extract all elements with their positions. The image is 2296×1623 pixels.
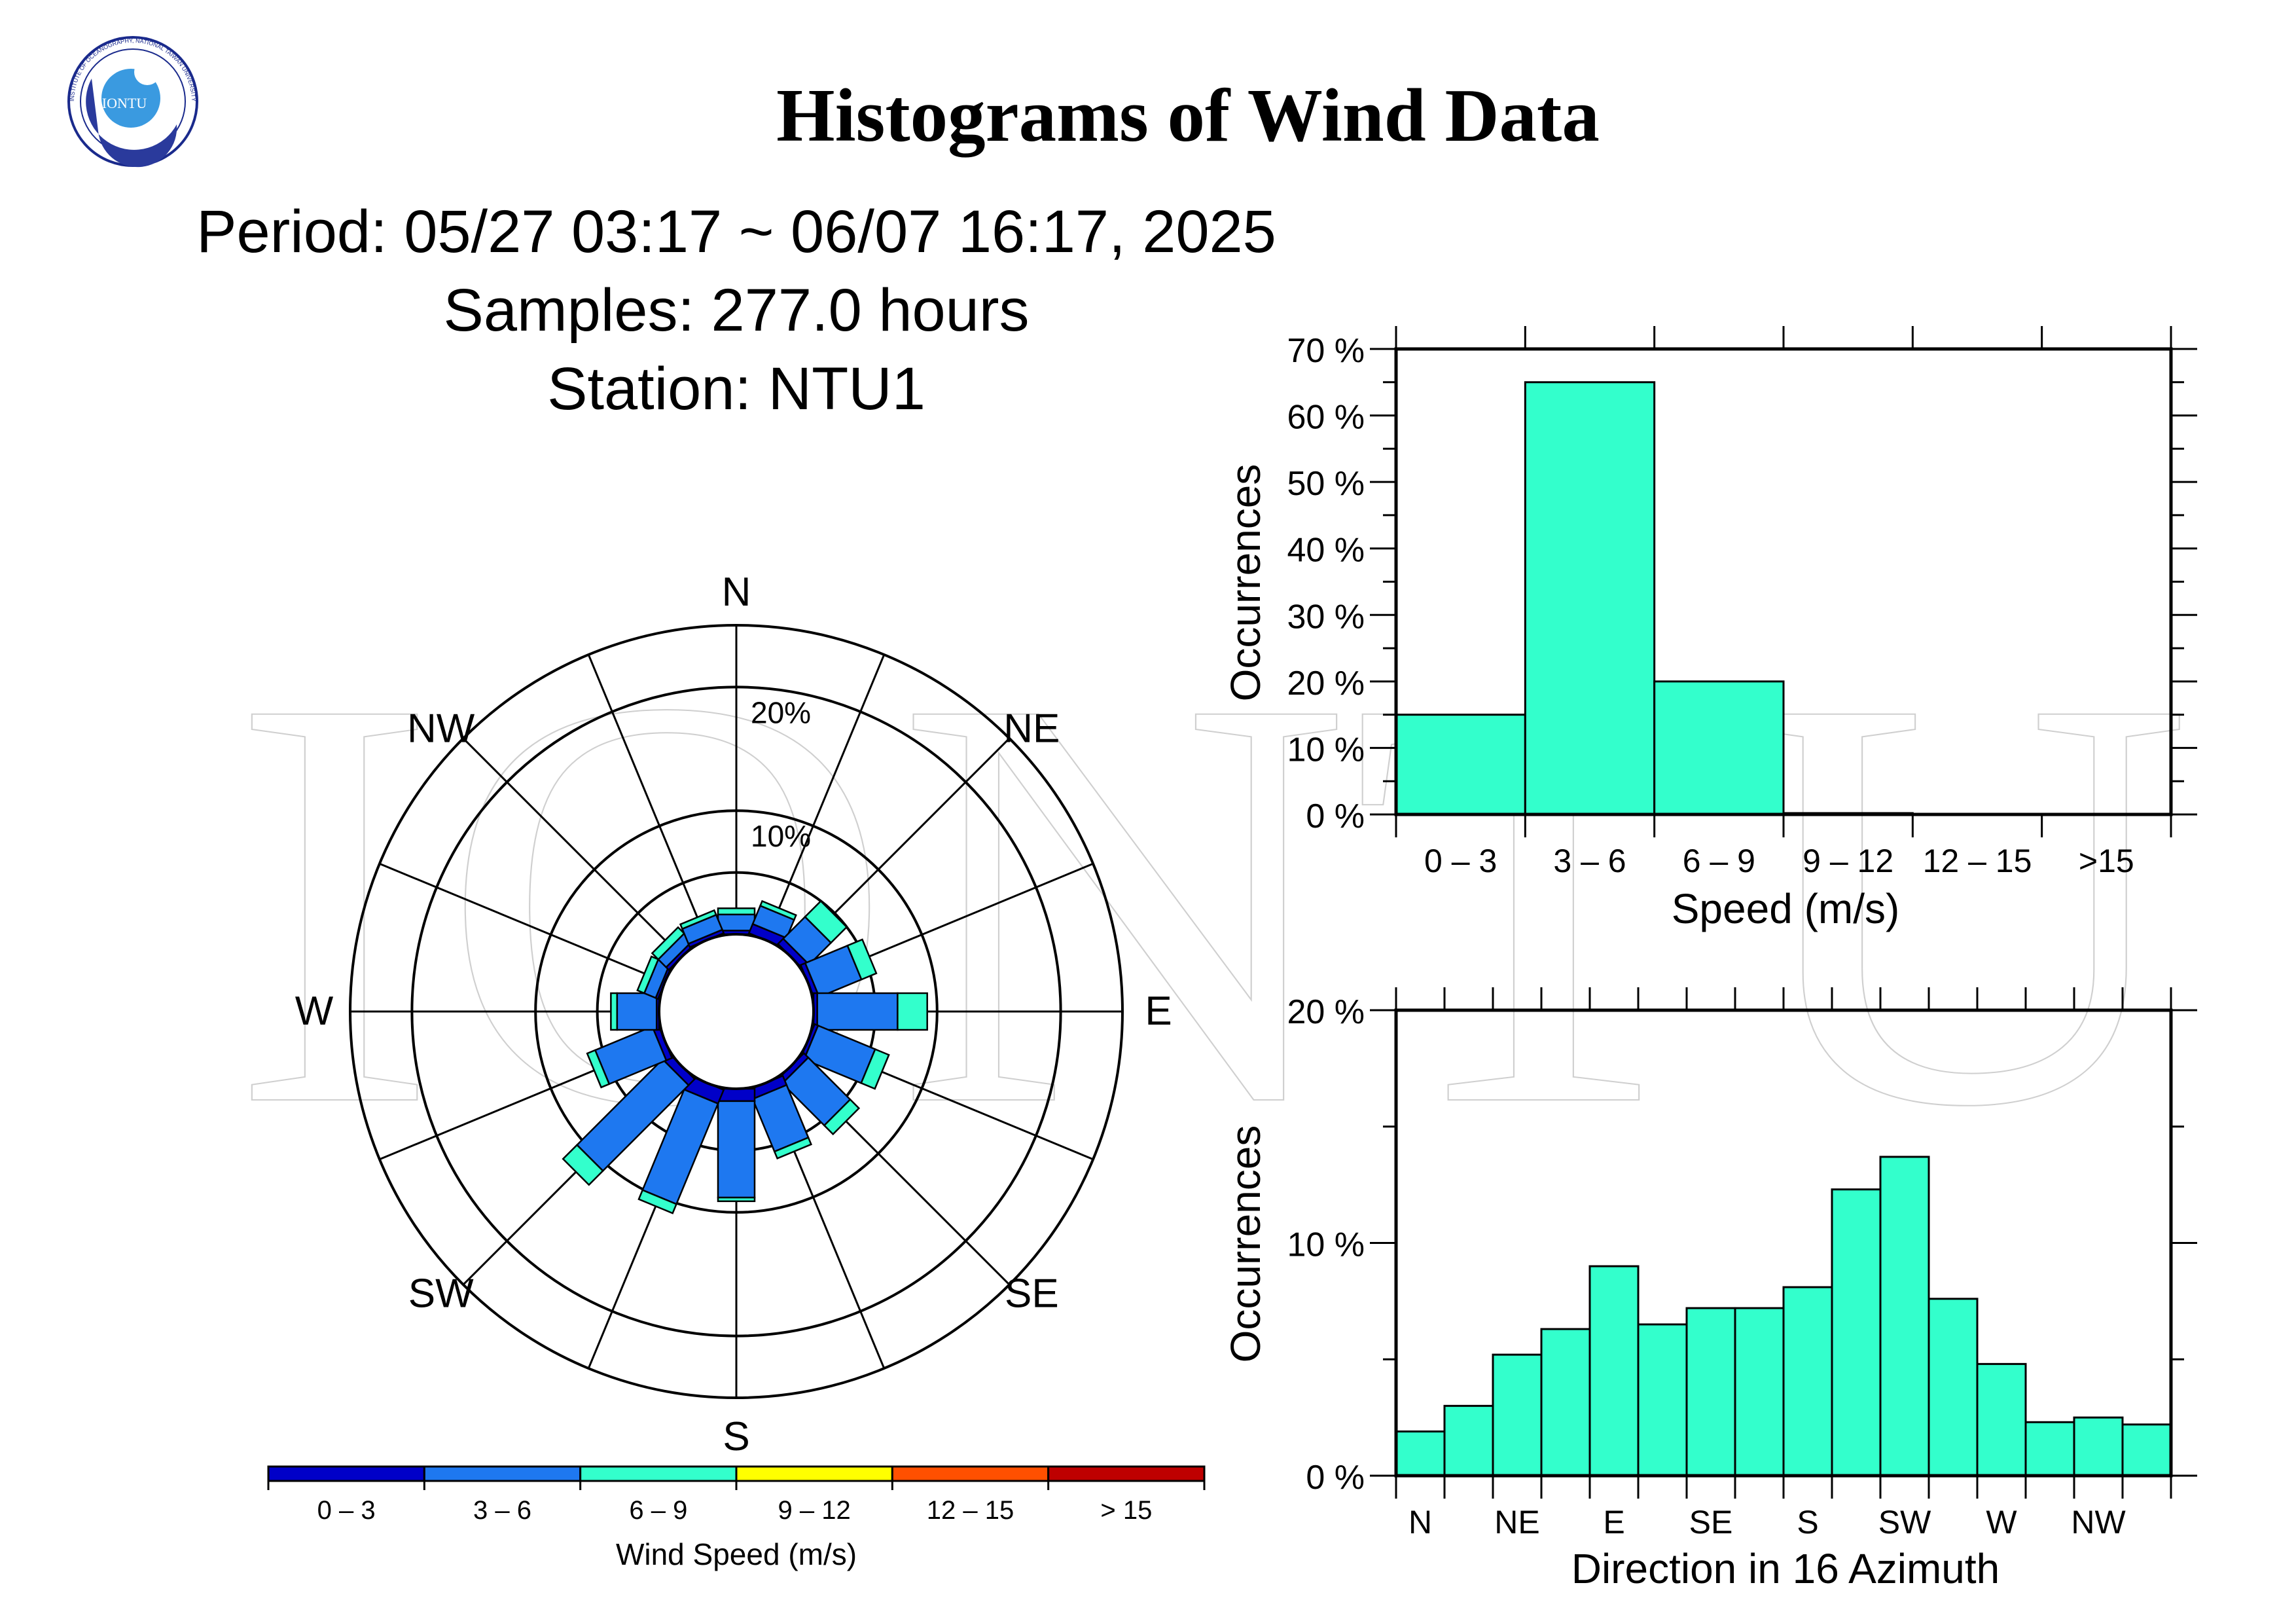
petal-segment: [611, 993, 617, 1030]
y-tick-label: 0 %: [1306, 797, 1365, 835]
page-title: Histograms of Wind Data: [776, 74, 1600, 157]
hist-bar: [1735, 1308, 1784, 1476]
x-tick-label: W: [1986, 1504, 2017, 1541]
petal-segment: [718, 1197, 755, 1201]
legend-swatch: [424, 1467, 580, 1481]
legend-label: 12 – 15: [927, 1496, 1014, 1525]
y-tick-label: 40 %: [1287, 532, 1365, 570]
legend-swatch: [581, 1467, 736, 1481]
hist-bar: [1493, 1355, 1541, 1476]
y-tick-label: 70 %: [1287, 332, 1365, 370]
petal-w: [611, 993, 659, 1030]
legend-swatch: [1049, 1467, 1204, 1481]
x-tick-label: NE: [1494, 1504, 1539, 1541]
logo-text: IONTU: [102, 95, 147, 111]
direction-x-axis-label: Direction in 16 Azimuth: [1571, 1545, 2000, 1592]
petal-segment: [718, 1101, 755, 1197]
petal-segment: [617, 993, 656, 1030]
direction-y-axis-label: Occurrences: [1222, 1125, 1269, 1363]
y-tick-label: 10 %: [1287, 731, 1365, 769]
hist-bar: [1977, 1364, 2026, 1476]
x-tick-label: 9 – 12: [1803, 843, 1893, 879]
hist-bar: [1541, 1329, 1590, 1476]
direction-label-se: SE: [1005, 1271, 1059, 1316]
direction-label-s: S: [723, 1414, 749, 1459]
speed-y-axis-label: Occurrences: [1222, 464, 1269, 702]
legend-swatch: [268, 1467, 424, 1481]
petal-segment: [718, 915, 755, 931]
hist-bar: [1655, 682, 1784, 814]
hist-bar: [1396, 1431, 1444, 1476]
x-tick-label: NW: [2071, 1504, 2126, 1541]
hist-bar: [1832, 1190, 1880, 1476]
ring-label: 10%: [751, 819, 811, 853]
hist-bar: [1929, 1299, 1977, 1476]
legend-label: > 15: [1100, 1496, 1152, 1525]
legend-label: 0 – 3: [317, 1496, 376, 1525]
legend-swatch: [892, 1467, 1048, 1481]
legend-label: 9 – 12: [778, 1496, 851, 1525]
y-tick-label: 50 %: [1287, 465, 1365, 503]
y-tick-label: 20 %: [1287, 993, 1365, 1031]
petal-segment: [817, 993, 898, 1030]
legend-swatch: [736, 1467, 892, 1481]
x-tick-label: SE: [1689, 1504, 1733, 1541]
y-tick-label: 10 %: [1287, 1226, 1365, 1264]
speed-x-axis-label: Speed (m/s): [1672, 885, 1900, 932]
petal-e: [814, 993, 927, 1030]
iontu-logo: IONTU INSTITUTE OF OCEANOGRAPHY, NATIONA…: [69, 37, 197, 167]
direction-label-w: W: [295, 989, 334, 1034]
hist-bar: [2123, 1425, 2171, 1476]
legend-title: Wind Speed (m/s): [616, 1537, 857, 1571]
petal-s: [718, 1089, 755, 1201]
hist-bar: [1525, 382, 1654, 814]
hist-bar: [1687, 1308, 1735, 1476]
hist-bar: [2074, 1417, 2123, 1476]
x-tick-label: SW: [1878, 1504, 1931, 1541]
hist-bar: [1638, 1324, 1687, 1476]
direction-label-e: E: [1145, 989, 1172, 1034]
petal-n: [718, 908, 755, 934]
legend-label: 6 – 9: [629, 1496, 687, 1525]
direction-label-nw: NW: [407, 706, 475, 752]
period-text: Period: 05/27 03:17 ~ 06/07 16:17, 2025: [196, 198, 1276, 265]
x-tick-label: S: [1797, 1504, 1818, 1541]
x-tick-label: 12 – 15: [1923, 843, 2032, 879]
direction-label-n: N: [722, 570, 751, 615]
y-tick-label: 60 %: [1287, 399, 1365, 437]
x-tick-label: 3 – 6: [1553, 843, 1626, 879]
x-tick-label: E: [1603, 1504, 1624, 1541]
hist-bar: [1396, 715, 1525, 814]
direction-label-ne: NE: [1003, 706, 1060, 752]
petal-segment: [897, 993, 927, 1030]
direction-label-sw: SW: [408, 1271, 474, 1316]
hist-bar: [1444, 1406, 1493, 1476]
x-tick-label: 0 – 3: [1424, 843, 1497, 879]
figure: IONTU IONTU INSTITUTE OF OCEANOGRAPHY, N…: [0, 0, 2296, 1623]
hist-bar: [1590, 1266, 1638, 1476]
petal-segment: [718, 908, 755, 914]
samples-text: Samples: 277.0 hours: [444, 277, 1030, 344]
hist-bar: [2026, 1422, 2074, 1476]
legend-label: 3 – 6: [473, 1496, 531, 1525]
station-text: Station: NTU1: [547, 356, 925, 422]
rose-center: [659, 934, 814, 1089]
y-tick-label: 20 %: [1287, 665, 1365, 702]
speed-legend: Wind Speed (m/s) 0 – 3 3 – 6 6 – 9 9 – 12 12…: [268, 1467, 1204, 1571]
x-tick-label: N: [1408, 1504, 1432, 1541]
ring-label: 20%: [751, 695, 811, 729]
y-tick-label: 0 %: [1306, 1459, 1365, 1497]
x-tick-label: 6 – 9: [1683, 843, 1755, 879]
x-tick-label: >15: [2079, 843, 2134, 879]
hist-bar: [1880, 1157, 1929, 1476]
y-tick-label: 30 %: [1287, 598, 1365, 636]
hist-bar: [1784, 1287, 1832, 1476]
